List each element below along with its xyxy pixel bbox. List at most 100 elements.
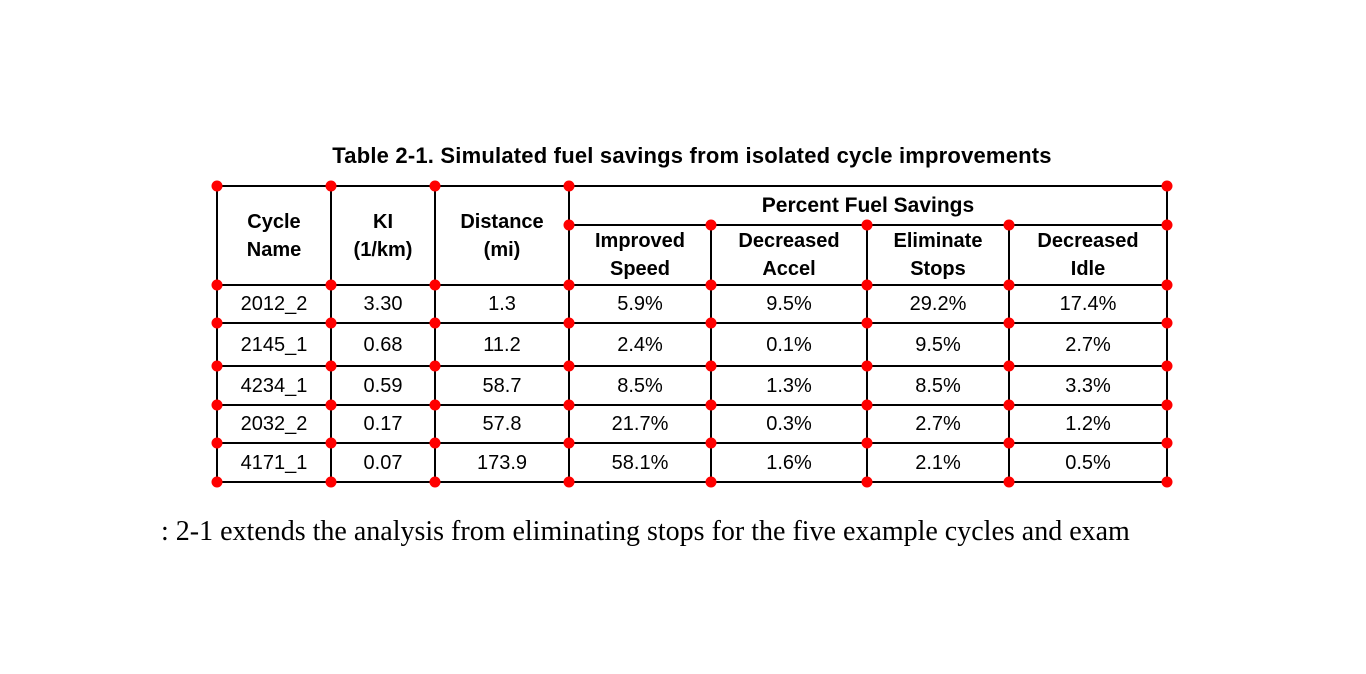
annotation-dot bbox=[211, 180, 223, 192]
table-cell-decreased-accel: 0.1% bbox=[766, 333, 812, 356]
body-sentence: 2-1 extends the analysis from eliminatin… bbox=[175, 516, 1130, 547]
grid-line-vertical bbox=[568, 185, 570, 483]
table-cell-improved-speed: 5.9% bbox=[617, 293, 663, 315]
grid-line-vertical bbox=[434, 185, 436, 483]
table-cell-decreased-idle: 1.2% bbox=[1065, 413, 1111, 435]
grid-line-horizontal bbox=[216, 442, 1168, 444]
annotation-dot bbox=[325, 476, 337, 488]
annotation-dot bbox=[705, 317, 717, 329]
annotation-dot bbox=[325, 437, 337, 449]
annotation-dot bbox=[705, 279, 717, 291]
annotation-dot bbox=[1003, 360, 1015, 372]
annotation-dot bbox=[563, 317, 575, 329]
table-cell-eliminate-stops: 2.7% bbox=[915, 413, 961, 435]
annotation-dot bbox=[1161, 219, 1173, 231]
annotation-dot bbox=[1003, 399, 1015, 411]
grid-line-vertical bbox=[710, 224, 712, 483]
annotation-dot bbox=[563, 360, 575, 372]
annotation-dot bbox=[325, 317, 337, 329]
table-cell-improved-speed: 2.4% bbox=[617, 333, 663, 356]
table-cell-decreased-idle: 17.4% bbox=[1059, 293, 1117, 315]
annotation-dot bbox=[861, 279, 873, 291]
annotation-dot bbox=[705, 399, 717, 411]
annotation-dot bbox=[705, 360, 717, 372]
table-cell-eliminate-stops: 9.5% bbox=[915, 333, 961, 356]
annotation-dot bbox=[429, 476, 441, 488]
annotation-dot bbox=[1161, 317, 1173, 329]
grid-line-horizontal bbox=[216, 185, 1168, 187]
annotation-dot bbox=[861, 399, 873, 411]
table-cell-cycle-name: 2145_1 bbox=[240, 333, 308, 356]
header-cell-eliminate-stops: Eliminate Stops bbox=[893, 230, 983, 280]
annotation-dot bbox=[861, 360, 873, 372]
table-cell-cycle-name: 2032_2 bbox=[240, 413, 308, 435]
annotation-dot bbox=[861, 317, 873, 329]
table-cell-decreased-idle: 0.5% bbox=[1065, 451, 1111, 474]
annotation-dot bbox=[563, 219, 575, 231]
table-cell-decreased-accel: 1.6% bbox=[766, 451, 812, 474]
table-cell-eliminate-stops: 2.1% bbox=[915, 451, 961, 474]
table-cell-eliminate-stops: 8.5% bbox=[915, 374, 961, 397]
annotation-dot bbox=[429, 279, 441, 291]
table-cell-decreased-idle: 3.3% bbox=[1065, 374, 1111, 397]
annotation-dot bbox=[705, 476, 717, 488]
table-cell-eliminate-stops: 29.2% bbox=[909, 293, 967, 315]
annotation-dot bbox=[1161, 360, 1173, 372]
table-cell-improved-speed: 58.1% bbox=[611, 451, 669, 474]
annotation-dot bbox=[1003, 219, 1015, 231]
grid-line-horizontal bbox=[216, 481, 1168, 483]
table-cell-distance: 11.2 bbox=[483, 333, 521, 356]
annotation-dot bbox=[211, 279, 223, 291]
annotation-dot bbox=[429, 399, 441, 411]
table-cell-improved-speed: 8.5% bbox=[617, 374, 663, 397]
grid-line-horizontal bbox=[216, 365, 1168, 367]
annotation-dot bbox=[1161, 279, 1173, 291]
annotation-dot bbox=[1003, 317, 1015, 329]
annotation-dot bbox=[563, 279, 575, 291]
clipped-character: : bbox=[161, 516, 169, 547]
table-cell-distance: 173.9 bbox=[476, 451, 528, 474]
table-cell-decreased-accel: 9.5% bbox=[766, 293, 812, 315]
grid-line-vertical bbox=[866, 224, 868, 483]
annotation-dot bbox=[1161, 437, 1173, 449]
annotation-dot bbox=[325, 180, 337, 192]
grid-line-vertical bbox=[330, 185, 332, 483]
annotation-dot bbox=[429, 360, 441, 372]
annotation-dot bbox=[1161, 476, 1173, 488]
annotation-dot bbox=[563, 399, 575, 411]
annotation-dot bbox=[1003, 476, 1015, 488]
annotation-dot bbox=[211, 437, 223, 449]
grid-line-vertical bbox=[1166, 185, 1168, 483]
annotation-dot bbox=[429, 437, 441, 449]
annotation-dot bbox=[211, 476, 223, 488]
table-cell-cycle-name: 4171_1 bbox=[240, 451, 308, 474]
annotation-dot bbox=[211, 360, 223, 372]
table-cell-decreased-accel: 1.3% bbox=[766, 374, 812, 397]
table-caption: Table 2-1. Simulated fuel savings from i… bbox=[332, 143, 1052, 168]
table-cell-ki: 0.68 bbox=[363, 333, 403, 356]
grid-line-horizontal bbox=[216, 284, 1168, 286]
table-cell-distance: 58.7 bbox=[482, 374, 522, 397]
table-cell-ki: 0.07 bbox=[363, 451, 403, 474]
table-cell-ki: 3.30 bbox=[363, 293, 403, 315]
annotation-dot bbox=[705, 219, 717, 231]
annotation-dot bbox=[325, 399, 337, 411]
annotation-dot bbox=[563, 476, 575, 488]
annotation-dot bbox=[861, 476, 873, 488]
grid-line-horizontal bbox=[216, 322, 1168, 324]
annotation-dot bbox=[861, 437, 873, 449]
table-cell-distance: 1.3 bbox=[488, 293, 516, 315]
header-cell-distance: Distance (mi) bbox=[460, 210, 544, 261]
table-cell-decreased-accel: 0.3% bbox=[766, 413, 812, 435]
annotation-dot bbox=[429, 180, 441, 192]
table-cell-ki: 0.59 bbox=[363, 374, 403, 397]
annotation-dot bbox=[1161, 399, 1173, 411]
grid-line-horizontal bbox=[216, 404, 1168, 406]
grid-line-vertical bbox=[1008, 224, 1010, 483]
annotation-dot bbox=[563, 437, 575, 449]
annotation-dot bbox=[563, 180, 575, 192]
header-cell-improved-speed: Improved Speed bbox=[594, 230, 686, 280]
annotation-dot bbox=[861, 219, 873, 231]
body-paragraph: :2-1 extends the analysis from eliminati… bbox=[161, 514, 1130, 550]
